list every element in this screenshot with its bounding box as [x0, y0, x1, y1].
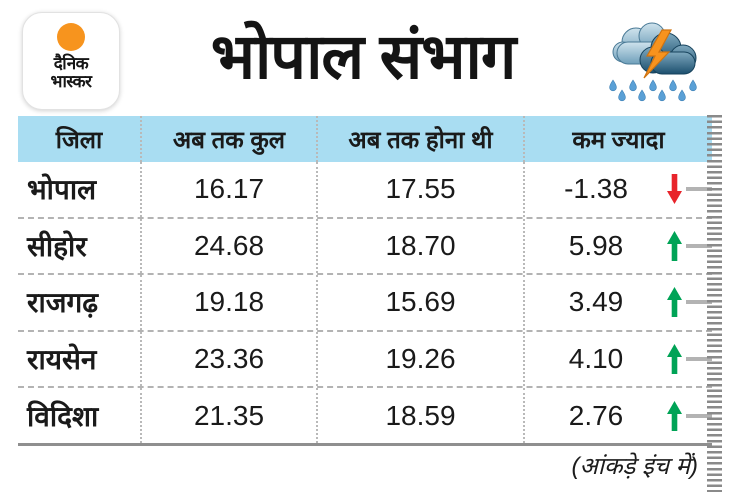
- diff-value: 5.98: [568, 229, 624, 261]
- ruler-pointer-dash: [686, 187, 712, 192]
- unit-footnote: (आंकड़े इंच में): [571, 453, 699, 480]
- total-value: 23.36: [142, 331, 318, 387]
- trend-up-arrow-icon: [667, 400, 682, 431]
- total-value: 21.35: [142, 388, 318, 443]
- sun-icon: [57, 23, 85, 51]
- district-name: विदिशा: [18, 388, 142, 443]
- table-header-row: जिला अब तक कुल अब तक होना थी कम ज्यादा: [18, 116, 712, 162]
- column-header-expected: अब तक होना थी: [318, 116, 525, 162]
- trend-up-arrow-icon: [667, 230, 682, 261]
- diff-value: 3.49: [568, 286, 624, 318]
- page-title: भोपाल संभाग: [210, 21, 517, 92]
- district-name: राजगढ़: [18, 275, 142, 330]
- diff-cell: 3.49: [525, 275, 712, 330]
- total-value: 24.68: [142, 218, 318, 274]
- district-name: सीहोर: [18, 218, 142, 274]
- diff-cell: 4.10: [525, 332, 712, 387]
- table-row: विदिशा 21.35 18.59 2.76: [18, 388, 712, 446]
- trend-up-arrow-icon: [667, 287, 682, 318]
- expected-value: 19.26: [318, 331, 525, 387]
- ruler-pointer-dash: [686, 243, 712, 248]
- district-name: भोपाल: [18, 162, 142, 217]
- total-value: 19.18: [142, 275, 318, 330]
- expected-value: 15.69: [318, 275, 525, 330]
- diff-value: -1.38: [564, 173, 628, 205]
- table-row: भोपाल 16.17 17.55 -1.38: [18, 162, 712, 219]
- ruler-pointer-dash: [686, 357, 712, 362]
- logo-line2: भास्कर: [50, 72, 92, 92]
- diff-cell: 5.98: [525, 219, 712, 274]
- storm-cloud-lightning-rain-icon: [603, 14, 707, 114]
- table-row: राजगढ़ 19.18 15.69 3.49: [18, 275, 712, 332]
- ruler-pointer-dash: [686, 413, 712, 418]
- ruler-graphic: [707, 115, 722, 492]
- column-header-district: जिला: [18, 116, 142, 162]
- district-name: रायसेन: [18, 331, 142, 387]
- dainik-bhaskar-logo: दैनिक भास्कर: [22, 12, 120, 110]
- trend-down-arrow-icon: [667, 174, 682, 205]
- table-row: रायसेन 23.36 19.26 4.10: [18, 331, 712, 389]
- diff-cell: -1.38: [525, 162, 712, 217]
- column-header-total: अब तक कुल: [142, 116, 318, 162]
- total-value: 16.17: [142, 162, 318, 217]
- rainfall-table: जिला अब तक कुल अब तक होना थी कम ज्यादा भ…: [18, 116, 712, 446]
- diff-cell: 2.76: [525, 388, 712, 443]
- table-row: सीहोर 24.68 18.70 5.98: [18, 218, 712, 276]
- diff-value: 4.10: [568, 343, 624, 375]
- expected-value: 18.59: [318, 388, 525, 443]
- ruler-pointer-dash: [686, 300, 712, 305]
- logo-line1: दैनिक: [53, 54, 89, 73]
- trend-up-arrow-icon: [667, 344, 682, 375]
- diff-value: 2.76: [568, 399, 624, 431]
- logo-text: दैनिक भास्कर: [50, 54, 92, 92]
- expected-value: 17.55: [318, 162, 525, 217]
- expected-value: 18.70: [318, 218, 525, 274]
- column-header-diff: कम ज्यादा: [572, 126, 665, 154]
